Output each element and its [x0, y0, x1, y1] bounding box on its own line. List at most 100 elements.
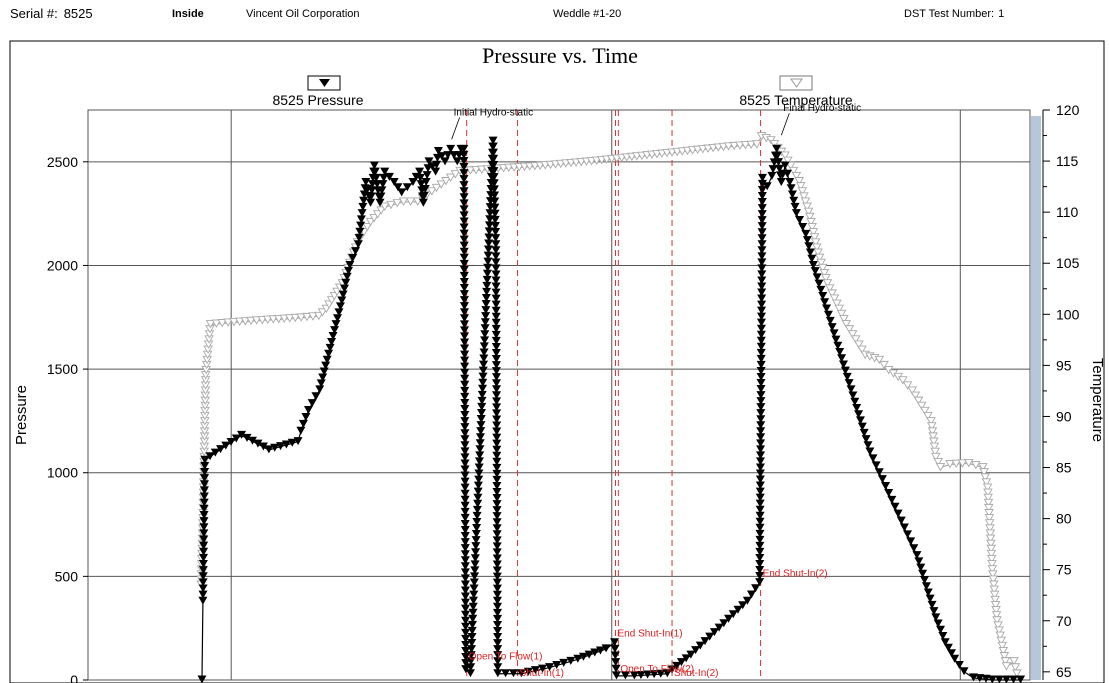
pressure-point: [492, 500, 502, 509]
temperature-point: [986, 544, 996, 554]
pressure-point: [473, 481, 483, 490]
temperature-point: [735, 141, 745, 150]
pressure-point: [491, 361, 501, 370]
serial-value: 8525: [63, 6, 93, 21]
pressure-point: [492, 487, 502, 496]
pressure-point: [366, 198, 376, 207]
temperature-point: [362, 223, 373, 232]
pressure-point: [492, 439, 502, 448]
temperature-point: [729, 141, 739, 151]
pressure-point: [491, 336, 501, 345]
pressure-point: [756, 342, 766, 351]
chart-title: Pressure vs. Time: [482, 43, 638, 68]
pressure-point: [566, 656, 576, 665]
pressure-point: [475, 445, 485, 454]
pressure-point: [480, 336, 490, 345]
pressure-point: [366, 192, 376, 201]
pressure-point: [199, 541, 209, 550]
temperature-point: [902, 381, 913, 390]
pressure-point: [459, 284, 469, 293]
pressure-point: [816, 285, 826, 294]
pressure-point: [473, 493, 483, 502]
pressure-point: [478, 372, 488, 381]
pressure-point: [316, 379, 326, 388]
pressure-point: [325, 343, 335, 352]
pressure-point: [433, 146, 443, 155]
pressure-point: [584, 650, 594, 659]
temperature-point: [927, 427, 938, 436]
y-right-tick-label: 70: [1056, 613, 1072, 629]
pressure-point: [460, 465, 470, 474]
pressure-point: [491, 240, 501, 249]
pressure-point: [755, 523, 765, 532]
pressure-point: [489, 154, 499, 163]
pressure-point: [611, 664, 621, 673]
serial-label: Serial #:: [10, 6, 58, 21]
pressure-point: [857, 422, 867, 431]
pressure-point: [474, 463, 484, 472]
pressure-point: [422, 171, 432, 180]
pressure-point: [762, 182, 772, 191]
temperature-point: [794, 177, 804, 186]
temperature-point: [465, 166, 476, 175]
pressure-point: [691, 646, 701, 655]
pressure-point: [492, 397, 502, 406]
pressure-point: [483, 263, 493, 272]
pressure-point: [460, 550, 470, 559]
pressure-point: [767, 171, 777, 180]
axes: 0 500 1000 1500 2000 2500 65 70 75 80 85 90 95 100 105…: [47, 102, 1080, 683]
temperature-point: [746, 140, 756, 150]
pressure-point: [484, 227, 494, 236]
pressure-point: [859, 428, 869, 437]
temperature-point: [240, 317, 251, 326]
pressure-point: [820, 298, 830, 307]
pressure-point: [629, 671, 639, 680]
pressure-point: [756, 451, 766, 460]
pressure-point: [493, 608, 503, 617]
pressure-point: [459, 235, 469, 244]
pressure-point: [755, 559, 765, 568]
pressure-point: [530, 666, 540, 675]
temperature-point: [819, 268, 830, 278]
pressure-point: [923, 588, 933, 597]
temperature-point: [989, 585, 999, 595]
pressure-point: [947, 649, 956, 658]
temperature-point: [981, 478, 992, 487]
pressure-point: [301, 412, 311, 421]
temperature-point: [834, 304, 845, 314]
pressure-point: [477, 402, 487, 411]
pressure-point: [371, 173, 381, 182]
company-name: Vincent Oil Corporation: [246, 8, 360, 20]
pressure-point: [199, 547, 209, 556]
y-right-tick-label: 115: [1056, 153, 1079, 169]
pressure-point: [459, 253, 469, 262]
pressure-point: [493, 669, 503, 678]
pressure-point: [1001, 675, 1011, 683]
pressure-point: [460, 574, 470, 583]
test-number-label: DST Test Number:: [904, 8, 995, 20]
temperature-point: [989, 590, 1000, 600]
pressure-point: [459, 217, 469, 226]
pressure-point: [242, 433, 252, 442]
pressure-point: [198, 559, 208, 568]
pressure-point: [200, 455, 210, 464]
pressure-point: [780, 161, 790, 170]
pressure-point: [552, 660, 562, 669]
pressure-point: [492, 560, 502, 569]
temperature-point: [990, 600, 1001, 610]
temperature-point: [991, 606, 1001, 615]
pressure-point: [492, 409, 502, 418]
pressure-point: [807, 254, 817, 263]
pressure-point: [835, 348, 845, 357]
temperature-point: [785, 161, 796, 171]
temperature-point: [1010, 663, 1021, 672]
pressure-point: [492, 578, 502, 587]
pressure-point: [479, 342, 489, 351]
pressure-point: [199, 523, 209, 532]
pressure-point: [804, 242, 814, 251]
pressure-point: [756, 421, 766, 430]
pressure-point: [460, 435, 470, 444]
temperature-point: [723, 142, 734, 151]
pressure-point: [476, 427, 486, 436]
y-right-tick-label: 100: [1056, 306, 1080, 322]
